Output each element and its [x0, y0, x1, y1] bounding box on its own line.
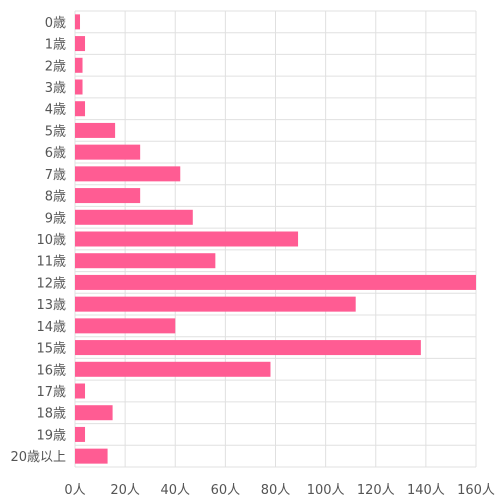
bar: [75, 57, 83, 73]
x-tick-label: 160人: [457, 483, 495, 498]
y-category-label: 5歳: [45, 124, 66, 139]
y-category-label: 2歳: [45, 59, 66, 74]
bar: [75, 166, 181, 182]
bar: [75, 426, 86, 442]
y-category-label: 16歳: [36, 363, 66, 378]
bar: [75, 209, 193, 225]
bar: [75, 340, 421, 356]
bar: [75, 79, 83, 95]
bar: [75, 361, 271, 377]
bar: [75, 188, 141, 204]
y-category-label: 20歳以上: [10, 450, 66, 465]
y-category-label: 4歳: [45, 103, 66, 118]
y-category-label: 18歳: [36, 407, 66, 422]
y-category-label: 0歳: [45, 16, 66, 31]
y-category-label: 1歳: [45, 38, 66, 53]
x-tick-label: 20人: [110, 483, 140, 498]
y-category-label: 8歳: [45, 190, 66, 205]
x-tick-label: 60人: [211, 483, 241, 498]
bar: [75, 448, 108, 464]
bar: [75, 144, 141, 160]
bar: [75, 405, 113, 421]
x-tick-label: 100人: [307, 483, 345, 498]
y-category-label: 15歳: [36, 342, 66, 357]
bar: [75, 253, 216, 269]
bar: [75, 101, 86, 117]
bar: [75, 296, 356, 312]
y-category-label: 10歳: [36, 233, 66, 248]
bar: [75, 274, 476, 290]
x-tick-label: 120人: [357, 483, 395, 498]
y-category-label: 17歳: [36, 385, 66, 400]
y-category-label: 6歳: [45, 146, 66, 161]
y-category-label: 3歳: [45, 81, 66, 96]
bar: [75, 318, 176, 334]
y-category-label: 11歳: [36, 255, 66, 270]
bar: [75, 231, 299, 247]
x-axis-tick-labels: 0人 20人 40人 60人 80人 100人 120人 140人 160人: [64, 483, 495, 498]
y-category-label: 7歳: [45, 168, 66, 183]
x-tick-label: 0人: [64, 483, 85, 498]
bar: [75, 383, 86, 399]
bar: [75, 14, 81, 30]
bar: [75, 122, 116, 138]
x-tick-label: 140人: [407, 483, 445, 498]
bar: [75, 36, 86, 52]
y-category-label: 12歳: [36, 276, 66, 291]
x-tick-label: 40人: [160, 483, 190, 498]
y-axis-labels: 0歳 1歳 2歳 3歳 4歳 5歳 6歳 7歳 8歳 9歳 10歳 11歳 12歳 13歳 14歳 15歳 16…: [10, 16, 66, 465]
x-tick-label: 80人: [261, 483, 291, 498]
y-category-label: 14歳: [36, 320, 66, 335]
y-category-label: 13歳: [36, 298, 66, 313]
y-category-label: 9歳: [45, 211, 66, 226]
bars: [75, 14, 476, 464]
y-category-label: 19歳: [36, 428, 66, 443]
